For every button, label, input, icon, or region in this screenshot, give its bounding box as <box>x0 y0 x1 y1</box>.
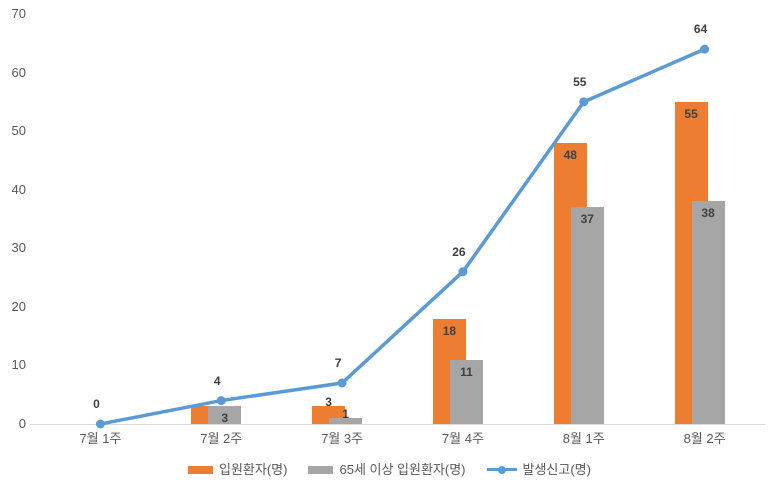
x-axis-category-label: 7월 4주 <box>441 431 484 446</box>
bar-value-label: 18 <box>442 323 457 338</box>
line-marker <box>458 267 468 277</box>
legend-label: 입원환자(명) <box>219 462 288 477</box>
line-value-label: 0 <box>93 397 100 411</box>
legend: 입원환자(명) 65세 이상 입원환자(명) 발생신고(명) <box>0 462 779 478</box>
bar-value-label: 55 <box>684 106 698 121</box>
line-value-label: 55 <box>573 74 587 89</box>
line-marker <box>579 97 589 107</box>
x-axis-category-label: 8월 2주 <box>683 431 726 446</box>
x-axis-category-label: 7월 1주 <box>79 431 122 446</box>
x-axis-category-label: 7월 3주 <box>321 431 364 446</box>
legend-item-inpatients: 입원환자(명) <box>188 462 287 478</box>
bar-value-label: 37 <box>580 212 594 227</box>
y-axis-tick-label: 30 <box>11 240 26 256</box>
bar-value-label: 1 <box>342 407 349 422</box>
legend-item-reports: 발생신고(명) <box>486 462 591 478</box>
line-marker <box>216 396 226 406</box>
legend-swatch-inpatients <box>188 466 214 474</box>
line-value-label: 64 <box>693 22 708 37</box>
bar-inpatients-65plus <box>570 207 604 424</box>
line-value-label: 4 <box>213 373 221 388</box>
legend-swatch-reports <box>486 465 517 475</box>
bar-value-label: 48 <box>563 147 577 162</box>
y-axis-tick-label: 50 <box>11 123 26 139</box>
line-marker <box>337 378 347 388</box>
y-axis-tick-label: 60 <box>11 64 26 80</box>
y-axis-tick-label: 10 <box>11 357 26 373</box>
y-axis-tick-label: 40 <box>11 181 26 197</box>
y-axis-tick-label: 70 <box>11 6 26 21</box>
bar-inpatients-65plus <box>691 201 725 424</box>
legend-line-marker <box>497 466 506 474</box>
bar-value-label: 11 <box>460 364 473 379</box>
line-marker <box>700 44 710 54</box>
x-axis-category-label: 7월 2주 <box>200 431 243 446</box>
x-axis-line <box>30 424 765 425</box>
y-axis-tick-label: 20 <box>11 298 26 314</box>
line-path <box>98 47 707 426</box>
legend-item-inpatients-65plus: 65세 이상 입원환자(명) <box>308 462 466 478</box>
bar-value-label: 38 <box>701 206 715 221</box>
legend-swatch-inpatients-65plus <box>308 466 334 474</box>
legend-label: 발생신고(명) <box>522 462 591 477</box>
line-value-label: 26 <box>452 244 466 259</box>
line-value-label: 7 <box>334 356 342 370</box>
x-axis-category-label: 8월 1주 <box>562 431 605 446</box>
legend-label: 65세 이상 입원환자(명) <box>339 462 466 477</box>
bar-value-label: 3 <box>221 411 229 426</box>
y-axis-tick-label: 0 <box>18 416 26 431</box>
